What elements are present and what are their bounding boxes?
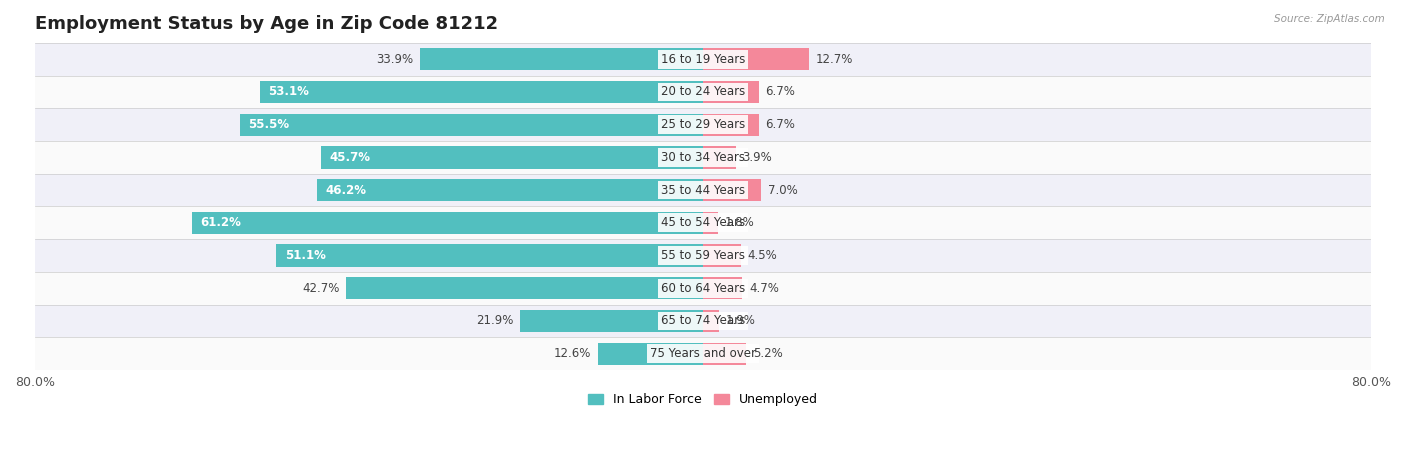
Text: 46.2%: 46.2% bbox=[326, 184, 367, 197]
Text: 53.1%: 53.1% bbox=[269, 85, 309, 98]
Text: 45.7%: 45.7% bbox=[330, 151, 371, 164]
Bar bbox=[35, 174, 1371, 207]
Text: 55 to 59 Years: 55 to 59 Years bbox=[661, 249, 745, 262]
Bar bbox=[322, 146, 703, 169]
Text: 51.1%: 51.1% bbox=[284, 249, 326, 262]
Text: 12.7%: 12.7% bbox=[815, 53, 853, 66]
Bar bbox=[420, 48, 703, 70]
Text: 30 to 34 Years: 30 to 34 Years bbox=[661, 151, 745, 164]
Text: 33.9%: 33.9% bbox=[377, 53, 413, 66]
Bar bbox=[35, 108, 1371, 141]
Bar bbox=[703, 146, 735, 169]
Text: 42.7%: 42.7% bbox=[302, 282, 340, 295]
Bar bbox=[35, 207, 1371, 239]
Text: 3.9%: 3.9% bbox=[742, 151, 772, 164]
Legend: In Labor Force, Unemployed: In Labor Force, Unemployed bbox=[588, 393, 818, 406]
Bar bbox=[703, 179, 762, 201]
Bar bbox=[193, 212, 703, 234]
Text: 12.6%: 12.6% bbox=[554, 347, 591, 360]
Bar bbox=[703, 277, 742, 299]
Bar bbox=[35, 337, 1371, 370]
Text: 1.8%: 1.8% bbox=[724, 216, 755, 229]
Text: 55.5%: 55.5% bbox=[247, 118, 290, 131]
Text: 35 to 44 Years: 35 to 44 Years bbox=[661, 184, 745, 197]
Bar bbox=[598, 343, 703, 365]
Text: Source: ZipAtlas.com: Source: ZipAtlas.com bbox=[1274, 14, 1385, 23]
Bar bbox=[260, 81, 703, 103]
Text: 25 to 29 Years: 25 to 29 Years bbox=[661, 118, 745, 131]
Bar bbox=[703, 114, 759, 136]
Bar bbox=[35, 304, 1371, 337]
Text: 75 Years and over: 75 Years and over bbox=[650, 347, 756, 360]
Bar bbox=[35, 239, 1371, 272]
Bar bbox=[277, 244, 703, 267]
Bar bbox=[703, 343, 747, 365]
Text: 61.2%: 61.2% bbox=[200, 216, 242, 229]
Bar bbox=[703, 48, 808, 70]
Bar bbox=[346, 277, 703, 299]
Text: 60 to 64 Years: 60 to 64 Years bbox=[661, 282, 745, 295]
Text: 7.0%: 7.0% bbox=[768, 184, 797, 197]
Text: 4.7%: 4.7% bbox=[749, 282, 779, 295]
Text: Employment Status by Age in Zip Code 81212: Employment Status by Age in Zip Code 812… bbox=[35, 15, 498, 33]
Bar bbox=[318, 179, 703, 201]
Bar bbox=[520, 310, 703, 332]
Text: 5.2%: 5.2% bbox=[754, 347, 783, 360]
Text: 21.9%: 21.9% bbox=[477, 314, 513, 327]
Text: 16 to 19 Years: 16 to 19 Years bbox=[661, 53, 745, 66]
Text: 1.9%: 1.9% bbox=[725, 314, 755, 327]
Bar bbox=[239, 114, 703, 136]
Bar bbox=[703, 212, 718, 234]
Text: 4.5%: 4.5% bbox=[747, 249, 778, 262]
Text: 45 to 54 Years: 45 to 54 Years bbox=[661, 216, 745, 229]
Bar bbox=[703, 310, 718, 332]
Text: 65 to 74 Years: 65 to 74 Years bbox=[661, 314, 745, 327]
Bar bbox=[35, 76, 1371, 108]
Bar bbox=[35, 43, 1371, 76]
Bar bbox=[703, 244, 741, 267]
Bar bbox=[35, 272, 1371, 304]
Text: 20 to 24 Years: 20 to 24 Years bbox=[661, 85, 745, 98]
Text: 6.7%: 6.7% bbox=[766, 118, 796, 131]
Text: 6.7%: 6.7% bbox=[766, 85, 796, 98]
Bar bbox=[703, 81, 759, 103]
Bar bbox=[35, 141, 1371, 174]
